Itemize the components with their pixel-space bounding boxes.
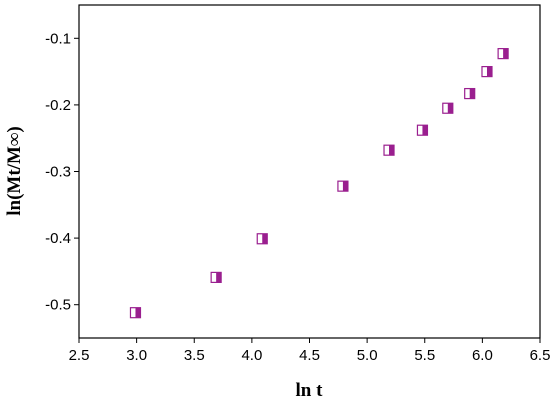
y-tick-label: -0.2 bbox=[45, 97, 71, 114]
y-tick-label: -0.3 bbox=[45, 164, 71, 181]
data-point-outline bbox=[383, 144, 395, 156]
data-point-outline bbox=[442, 102, 454, 114]
x-tick-label: 2.5 bbox=[69, 347, 90, 364]
data-point bbox=[337, 180, 349, 192]
x-tick-label: 3.5 bbox=[184, 347, 205, 364]
data-point-fill bbox=[216, 272, 222, 283]
data-point-outline bbox=[464, 87, 476, 100]
x-axis-title: ln t bbox=[296, 380, 324, 401]
data-point-fill bbox=[486, 66, 492, 77]
data-point-outline bbox=[416, 124, 429, 136]
data-point bbox=[256, 233, 268, 245]
data-point-fill bbox=[135, 307, 141, 318]
x-tick-label: 4.0 bbox=[241, 347, 262, 364]
y-tick-label: -0.4 bbox=[45, 230, 71, 247]
data-point bbox=[497, 48, 509, 60]
data-point-outline bbox=[256, 233, 268, 245]
y-axis-ticks: -0.5 -0.4 -0.3 -0.2 -0.1 bbox=[45, 30, 79, 314]
x-tick-label: 5.5 bbox=[414, 347, 435, 364]
data-point-fill bbox=[342, 181, 348, 192]
x-axis-ticks: 2.5 3.0 3.5 4.0 4.5 5.0 5.5 6.0 6.5 bbox=[69, 338, 550, 364]
data-point bbox=[481, 65, 493, 78]
data-point bbox=[442, 102, 454, 114]
data-point-outline bbox=[129, 307, 142, 319]
data-point-fill bbox=[503, 48, 509, 59]
data-point bbox=[416, 124, 429, 136]
data-point bbox=[383, 144, 395, 156]
y-tick-label: -0.5 bbox=[45, 297, 71, 314]
data-point-fill bbox=[422, 125, 428, 136]
plot-frame bbox=[78, 4, 541, 339]
data-point-fill bbox=[447, 103, 453, 114]
data-point-outline bbox=[497, 48, 509, 60]
data-point-fill bbox=[389, 145, 395, 156]
data-point bbox=[210, 271, 222, 283]
x-tick-label: 3.0 bbox=[126, 347, 147, 364]
data-point-outline bbox=[337, 180, 349, 192]
x-tick-label: 5.0 bbox=[357, 347, 378, 364]
data-point bbox=[464, 87, 476, 100]
data-point-fill bbox=[469, 88, 475, 99]
x-tick-label: 6.5 bbox=[530, 347, 550, 364]
y-axis-title: ln(Mt/M∞) bbox=[4, 126, 25, 216]
data-point-fill bbox=[262, 233, 268, 244]
data-point bbox=[129, 307, 142, 319]
x-tick-label: 4.5 bbox=[299, 347, 320, 364]
x-tick-label: 6.0 bbox=[472, 347, 493, 364]
data-points bbox=[129, 48, 509, 319]
data-point-outline bbox=[210, 271, 222, 283]
y-tick-label: -0.1 bbox=[45, 30, 71, 47]
data-point-outline bbox=[481, 65, 493, 78]
